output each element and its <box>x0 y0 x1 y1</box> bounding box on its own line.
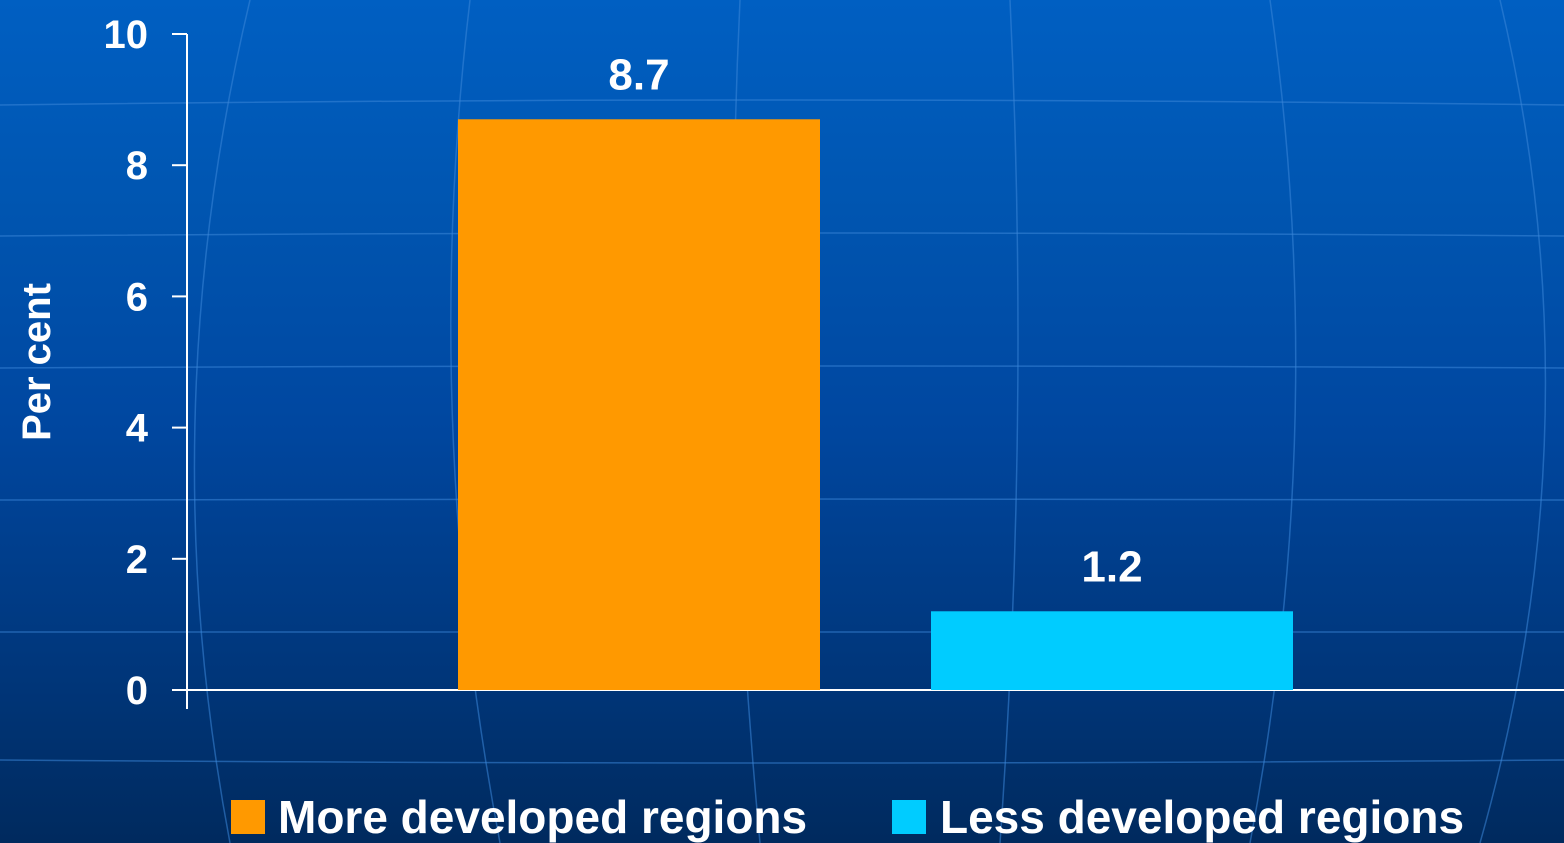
y-axis: 0 2 4 6 8 10 <box>104 13 188 713</box>
y-tick-label-2: 2 <box>126 538 148 582</box>
legend-swatch-more-developed <box>231 800 265 834</box>
legend-label-less-developed: Less developed regions <box>940 791 1464 843</box>
legend-swatch-less-developed <box>892 800 926 834</box>
value-label-less-developed: 1.2 <box>1081 542 1142 591</box>
bar-more-developed <box>458 119 820 690</box>
y-tick-label-4: 4 <box>126 407 149 451</box>
y-tick-label-8: 8 <box>126 144 148 188</box>
legend: More developed regions Less developed re… <box>231 791 1464 843</box>
bar-less-developed <box>931 611 1293 690</box>
y-tick-label-10: 10 <box>104 13 149 57</box>
y-tick-label-6: 6 <box>126 275 148 319</box>
legend-label-more-developed: More developed regions <box>278 791 807 843</box>
y-tick-label-0: 0 <box>126 669 148 713</box>
value-labels: 8.7 1.2 <box>608 50 1142 591</box>
y-axis-label: Per cent <box>15 283 59 441</box>
value-label-more-developed: 8.7 <box>608 50 669 99</box>
bars <box>458 119 1293 690</box>
